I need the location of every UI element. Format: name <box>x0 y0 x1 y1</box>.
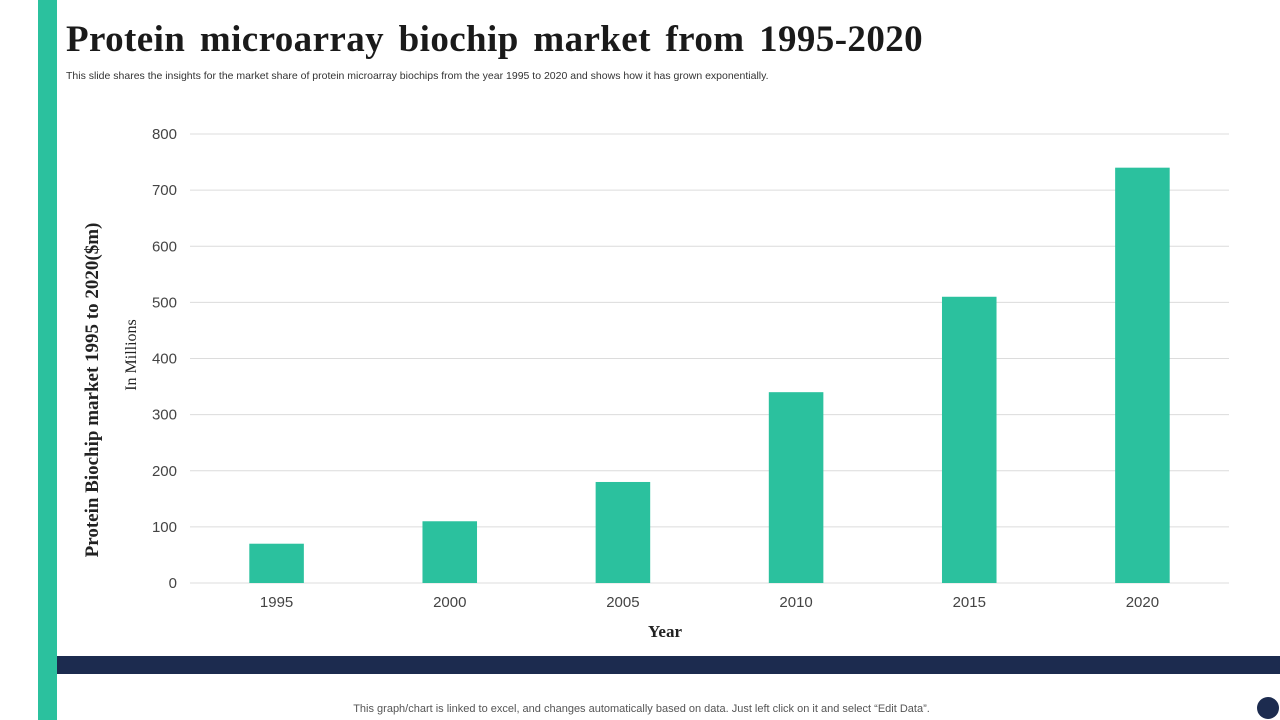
y-tick-label: 300 <box>152 407 177 424</box>
footer-note: This graph/chart is linked to excel, and… <box>353 703 930 715</box>
y-axis-ticks: 0 100 200 300 400 500 600 700 800 <box>152 126 177 592</box>
y-tick-label: 200 <box>152 463 177 480</box>
y-tick-label: 0 <box>169 575 177 592</box>
y-tick-label: 400 <box>152 351 177 368</box>
x-tick-label: 2005 <box>606 594 639 611</box>
x-tick-label: 2020 <box>1126 594 1159 611</box>
x-axis-ticks: 1995 2000 2005 2010 2015 2020 <box>260 594 1159 611</box>
page-title: Protein microarray biochip market from 1… <box>66 19 924 60</box>
gridlines <box>190 133 1229 584</box>
y-axis-subtitle: In Millions <box>123 319 140 391</box>
y-axis-title: Protein Biochip market 1995 to 2020($m) <box>82 223 103 558</box>
page-subtitle: This slide shares the insights for the m… <box>66 70 769 82</box>
y-tick-label: 700 <box>152 182 177 199</box>
y-tick-label: 600 <box>152 238 177 255</box>
y-tick-label: 100 <box>152 519 177 536</box>
bar-1995[interactable] <box>249 543 304 583</box>
left-accent-stripe <box>38 0 57 720</box>
bar-chart[interactable]: 0 100 200 300 400 500 600 700 800 1995 2000 2005 20… <box>60 115 1260 650</box>
y-tick-label: 500 <box>152 294 177 311</box>
bar-2005[interactable] <box>595 481 651 583</box>
bar-2000[interactable] <box>422 521 478 583</box>
bar-2015[interactable] <box>941 296 997 583</box>
y-tick-label: 800 <box>152 126 177 143</box>
x-tick-label: 2010 <box>779 594 812 611</box>
x-axis-title: Year <box>648 622 682 641</box>
bar-2020[interactable] <box>1115 167 1170 584</box>
x-tick-label: 2000 <box>433 594 466 611</box>
corner-circle <box>1257 697 1279 719</box>
x-tick-label: 1995 <box>260 594 293 611</box>
footer-band <box>57 656 1280 674</box>
bars <box>249 167 1170 584</box>
x-tick-label: 2015 <box>953 594 986 611</box>
bar-2010[interactable] <box>768 392 824 583</box>
